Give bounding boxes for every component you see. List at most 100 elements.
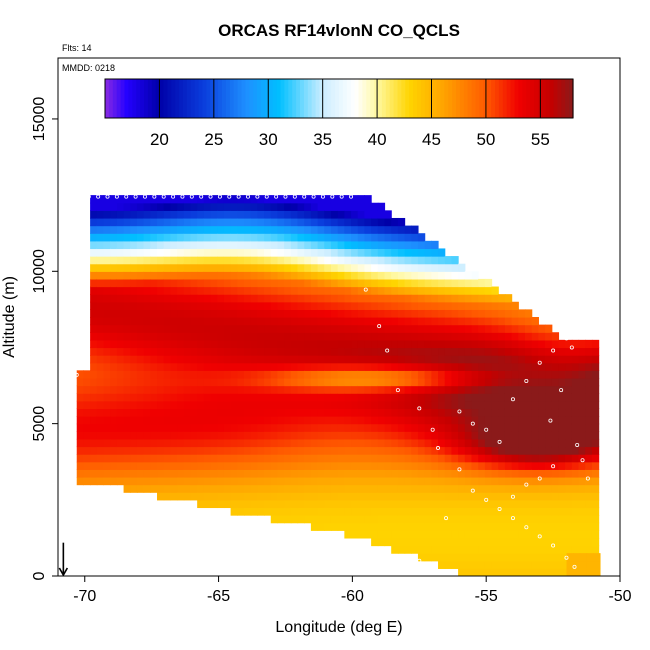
heatmap-cell (545, 385, 553, 394)
heatmap-cell (310, 210, 319, 219)
heatmap-cell (458, 377, 466, 387)
heatmap-cell (190, 370, 198, 379)
heatmap-cell (545, 492, 553, 501)
heatmap-cell (337, 347, 345, 356)
heatmap-cell (297, 202, 305, 211)
heatmap-cell (170, 492, 178, 501)
heatmap-cell (277, 438, 285, 448)
heatmap-cell (545, 454, 553, 463)
heatmap-cell (136, 393, 145, 402)
heatmap-cell (116, 461, 125, 470)
heatmap-cell (504, 324, 513, 333)
heatmap-cell (76, 393, 85, 402)
heatmap-cell (157, 400, 165, 410)
colorbar-segment (198, 79, 204, 118)
heatmap-cell (230, 256, 238, 265)
heatmap-cell (384, 225, 392, 234)
heatmap-cell (264, 385, 272, 394)
heatmap-cell (573, 568, 581, 576)
heatmap-cell (183, 210, 192, 219)
heatmap-cell (203, 393, 212, 402)
track-point (510, 397, 515, 402)
heatmap-cell (270, 210, 279, 219)
heatmap-cell (317, 476, 325, 486)
heatmap-cell (183, 438, 192, 448)
heatmap-cell (244, 225, 252, 234)
heatmap-cell (223, 271, 232, 280)
heatmap-cell (310, 461, 319, 470)
heatmap-cell (284, 248, 292, 257)
heatmap-cell (371, 446, 379, 455)
heatmap-cell (123, 271, 131, 280)
heatmap-cell (431, 469, 439, 478)
heatmap-cell (391, 233, 399, 242)
heatmap-cell (170, 461, 178, 470)
heatmap-cell (203, 492, 212, 501)
heatmap-cell (76, 408, 85, 417)
colorbar-segment (530, 79, 535, 118)
plot-frame (57, 57, 621, 577)
heatmap-cell (364, 454, 372, 463)
heatmap-cell (277, 309, 285, 318)
heatmap-cell (136, 377, 145, 387)
heatmap-cell (136, 347, 145, 356)
colorbar-segment (167, 79, 172, 118)
heatmap-cell (324, 431, 332, 440)
heatmap-cell (337, 278, 345, 288)
heatmap-cell (96, 263, 105, 272)
heatmap-cell (431, 332, 439, 341)
heatmap-cell (170, 484, 178, 493)
heatmap-cell (203, 324, 212, 333)
heatmap-cell (116, 294, 125, 303)
heatmap-cell (498, 507, 506, 516)
heatmap-cell (183, 195, 192, 204)
track-point (510, 516, 515, 521)
heatmap-cell (377, 446, 386, 455)
heatmap-cell (451, 339, 459, 349)
heatmap-cell (297, 362, 305, 371)
heatmap-cell (130, 393, 138, 402)
heatmap-cell (377, 355, 386, 364)
heatmap-cell (177, 286, 185, 295)
heatmap-cell (424, 385, 432, 394)
colorbar-segment (284, 79, 289, 118)
heatmap-cell (90, 301, 98, 310)
heatmap-cell (438, 499, 446, 509)
heatmap-cell (371, 217, 379, 227)
heatmap-cell (397, 545, 406, 554)
heatmap-cell (290, 400, 299, 410)
heatmap-cell (290, 438, 299, 448)
heatmap-cell (183, 301, 192, 310)
heatmap-cell (337, 476, 345, 486)
heatmap-cell (330, 522, 339, 531)
heatmap-cell (571, 423, 580, 432)
heatmap-cell (230, 294, 238, 303)
heatmap-cell (498, 294, 506, 303)
heatmap-cell (237, 301, 245, 310)
heatmap-cell (123, 438, 131, 448)
heatmap-cell (531, 385, 539, 394)
heatmap-cell (591, 438, 600, 448)
heatmap-cell (264, 240, 272, 250)
heatmap-cell (337, 362, 345, 371)
heatmap-cell (538, 530, 546, 539)
heatmap-cell (424, 537, 432, 547)
heatmap-cell (136, 256, 145, 265)
heatmap-cell (391, 507, 399, 516)
heatmap-cell (170, 256, 178, 265)
heatmap-cell (103, 278, 111, 288)
heatmap-cell (518, 347, 526, 356)
heatmap-cell (371, 492, 379, 501)
heatmap-cell (143, 332, 151, 341)
heatmap-cell (504, 560, 513, 569)
heatmap-cell (451, 370, 459, 379)
heatmap-cell (244, 377, 252, 387)
heatmap-cell (136, 286, 145, 295)
heatmap-cell (538, 476, 546, 486)
heatmap-cell (96, 454, 105, 463)
heatmap-cell (110, 461, 118, 470)
heatmap-cell (377, 286, 386, 295)
heatmap-cell (384, 476, 392, 486)
heatmap-cell (438, 362, 446, 371)
colorbar-segment (459, 79, 465, 118)
